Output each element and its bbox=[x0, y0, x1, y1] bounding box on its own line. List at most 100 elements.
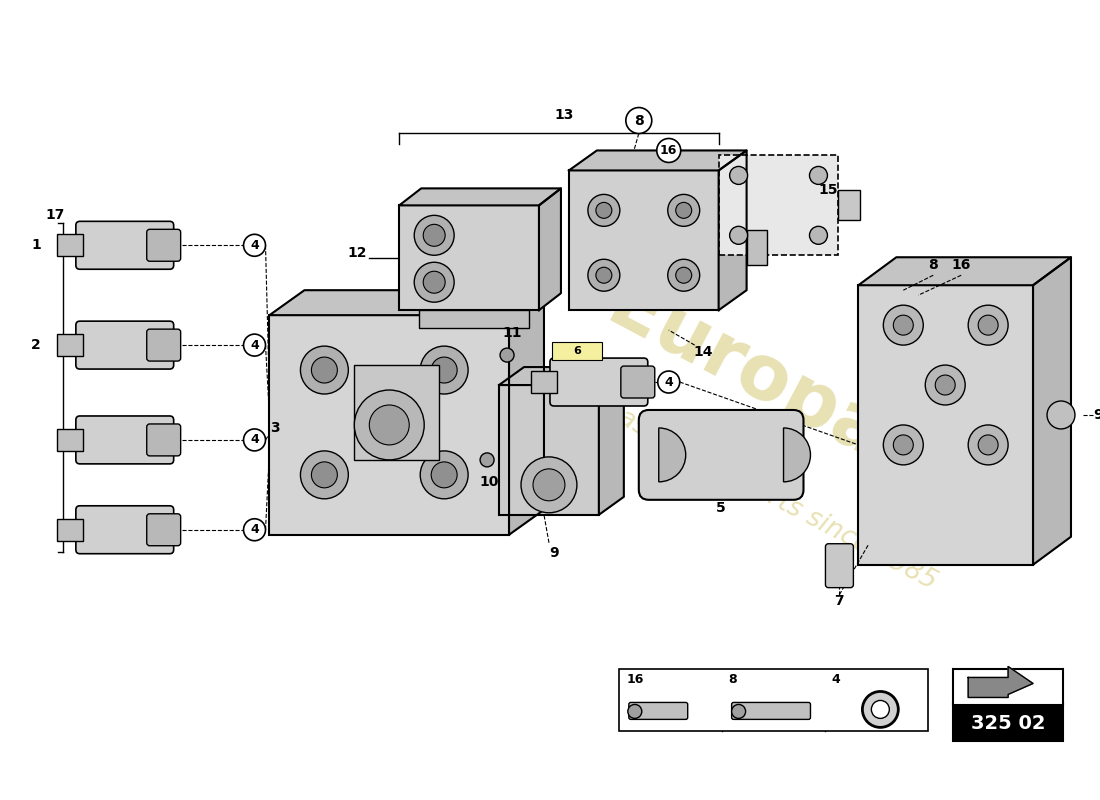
Text: 6: 6 bbox=[573, 346, 581, 356]
Text: 4: 4 bbox=[250, 238, 258, 252]
FancyBboxPatch shape bbox=[620, 366, 654, 398]
Bar bbox=[858, 286, 1033, 565]
Text: 13: 13 bbox=[554, 107, 573, 122]
Text: 3: 3 bbox=[270, 421, 279, 435]
Circle shape bbox=[311, 462, 338, 488]
Circle shape bbox=[658, 371, 680, 393]
Polygon shape bbox=[1033, 258, 1071, 565]
FancyBboxPatch shape bbox=[146, 424, 180, 456]
Circle shape bbox=[420, 346, 469, 394]
Bar bbox=[569, 170, 718, 310]
Circle shape bbox=[893, 315, 913, 335]
Bar bbox=[552, 342, 602, 360]
Wedge shape bbox=[783, 428, 811, 482]
Text: a passion for parts since 1985: a passion for parts since 1985 bbox=[576, 385, 940, 595]
Text: 2: 2 bbox=[31, 338, 41, 352]
Text: 11: 11 bbox=[503, 326, 521, 340]
Text: 4: 4 bbox=[250, 523, 258, 536]
Circle shape bbox=[500, 348, 514, 362]
Circle shape bbox=[534, 469, 565, 501]
Circle shape bbox=[431, 462, 458, 488]
Text: 10: 10 bbox=[480, 475, 498, 489]
Circle shape bbox=[628, 705, 641, 718]
FancyBboxPatch shape bbox=[57, 429, 82, 451]
Polygon shape bbox=[858, 258, 1071, 286]
Circle shape bbox=[626, 107, 652, 134]
Text: 9: 9 bbox=[549, 546, 559, 560]
Text: 12: 12 bbox=[348, 246, 367, 260]
Circle shape bbox=[968, 305, 1008, 345]
Circle shape bbox=[596, 202, 612, 218]
Circle shape bbox=[935, 375, 955, 395]
Bar bbox=[954, 670, 1063, 706]
Circle shape bbox=[431, 357, 458, 383]
Bar bbox=[747, 230, 767, 266]
FancyBboxPatch shape bbox=[76, 321, 174, 369]
Circle shape bbox=[243, 518, 265, 541]
Text: 8: 8 bbox=[928, 258, 938, 272]
Circle shape bbox=[978, 435, 998, 455]
Circle shape bbox=[893, 435, 913, 455]
FancyBboxPatch shape bbox=[146, 514, 180, 546]
Bar bbox=[399, 206, 539, 310]
Circle shape bbox=[300, 451, 349, 499]
FancyBboxPatch shape bbox=[57, 518, 82, 541]
Text: 4: 4 bbox=[832, 674, 840, 686]
Text: 9: 9 bbox=[1093, 408, 1100, 422]
Circle shape bbox=[883, 305, 923, 345]
Circle shape bbox=[729, 226, 748, 244]
FancyBboxPatch shape bbox=[732, 702, 811, 719]
Circle shape bbox=[420, 451, 469, 499]
Circle shape bbox=[424, 224, 446, 246]
Circle shape bbox=[1047, 401, 1075, 429]
FancyBboxPatch shape bbox=[825, 544, 854, 588]
Circle shape bbox=[978, 315, 998, 335]
Text: 16: 16 bbox=[660, 144, 678, 157]
Bar bbox=[270, 315, 509, 534]
Polygon shape bbox=[499, 367, 624, 385]
Text: 8: 8 bbox=[728, 674, 737, 686]
Text: 325 02: 325 02 bbox=[971, 714, 1045, 733]
Polygon shape bbox=[539, 188, 561, 310]
Text: 16: 16 bbox=[627, 674, 645, 686]
FancyBboxPatch shape bbox=[639, 410, 803, 500]
FancyBboxPatch shape bbox=[531, 371, 557, 393]
Polygon shape bbox=[270, 290, 544, 315]
FancyBboxPatch shape bbox=[629, 702, 688, 719]
Circle shape bbox=[810, 226, 827, 244]
Circle shape bbox=[810, 166, 827, 185]
Circle shape bbox=[311, 357, 338, 383]
Circle shape bbox=[925, 365, 965, 405]
Polygon shape bbox=[968, 666, 1033, 698]
Bar bbox=[954, 703, 1063, 742]
Circle shape bbox=[657, 138, 681, 162]
Bar bbox=[419, 310, 529, 328]
Circle shape bbox=[668, 194, 700, 226]
Text: Europarts: Europarts bbox=[595, 268, 1002, 532]
Circle shape bbox=[862, 691, 899, 727]
Bar bbox=[718, 155, 838, 255]
Circle shape bbox=[668, 259, 700, 291]
Circle shape bbox=[732, 705, 746, 718]
Circle shape bbox=[243, 234, 265, 256]
Circle shape bbox=[675, 202, 692, 218]
Polygon shape bbox=[598, 367, 624, 514]
Bar bbox=[619, 670, 928, 731]
Text: 17: 17 bbox=[45, 208, 65, 222]
Polygon shape bbox=[718, 150, 747, 310]
Circle shape bbox=[883, 425, 923, 465]
Bar bbox=[354, 365, 439, 460]
Text: 14: 14 bbox=[694, 345, 714, 359]
Text: 4: 4 bbox=[250, 338, 258, 352]
Circle shape bbox=[300, 346, 349, 394]
FancyBboxPatch shape bbox=[57, 234, 82, 256]
Circle shape bbox=[587, 194, 619, 226]
Circle shape bbox=[521, 457, 576, 513]
Text: 1: 1 bbox=[31, 238, 41, 252]
FancyBboxPatch shape bbox=[76, 222, 174, 270]
Circle shape bbox=[587, 259, 619, 291]
Wedge shape bbox=[659, 428, 685, 482]
Bar bbox=[499, 385, 598, 514]
Polygon shape bbox=[569, 150, 747, 170]
Text: 4: 4 bbox=[250, 434, 258, 446]
